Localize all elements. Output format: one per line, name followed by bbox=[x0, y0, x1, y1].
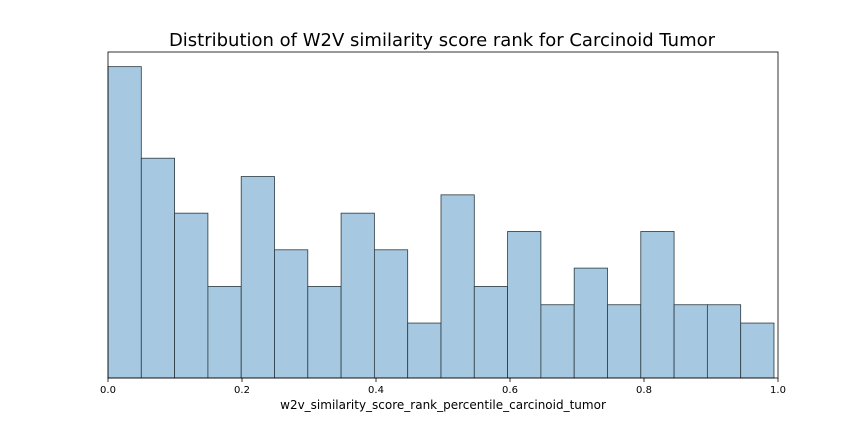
histogram-bar bbox=[573, 267, 608, 379]
histogram-bar bbox=[140, 157, 176, 379]
histogram-bar bbox=[107, 66, 142, 379]
plot-frame bbox=[107, 51, 779, 379]
histogram-bar bbox=[706, 304, 742, 379]
histogram-bar bbox=[373, 249, 409, 379]
x-tick-label: 1.0 bbox=[770, 385, 786, 396]
x-tick-label: 0.6 bbox=[502, 385, 518, 396]
x-axis: 0.0 0.2 0.4 0.6 0.8 1.0 bbox=[100, 378, 786, 396]
x-tick-label: 0.0 bbox=[100, 385, 116, 396]
x-axis-label: w2v_similarity_score_rank_percentile_car… bbox=[280, 398, 606, 412]
histogram-bar bbox=[740, 322, 775, 379]
histogram-bar bbox=[440, 194, 475, 379]
histogram-bar bbox=[607, 304, 642, 379]
histogram-bar bbox=[640, 231, 675, 379]
x-tick-label: 0.2 bbox=[234, 385, 250, 396]
histogram-bar bbox=[307, 286, 342, 379]
histogram-bar bbox=[673, 304, 708, 379]
histogram-bar bbox=[174, 212, 209, 379]
bars-group bbox=[107, 66, 775, 379]
histogram-bar bbox=[340, 212, 375, 379]
histogram-bar bbox=[473, 286, 508, 379]
histogram-bar bbox=[407, 322, 442, 379]
histogram-bar bbox=[274, 249, 309, 379]
histogram-bar bbox=[507, 231, 542, 379]
histogram-bar bbox=[540, 304, 575, 379]
x-tick-label: 0.8 bbox=[636, 385, 652, 396]
histogram-bar bbox=[240, 176, 275, 379]
histogram-bar bbox=[207, 286, 242, 379]
x-tick-label: 0.4 bbox=[368, 385, 384, 396]
chart-title: Distribution of W2V similarity score ran… bbox=[169, 30, 716, 51]
